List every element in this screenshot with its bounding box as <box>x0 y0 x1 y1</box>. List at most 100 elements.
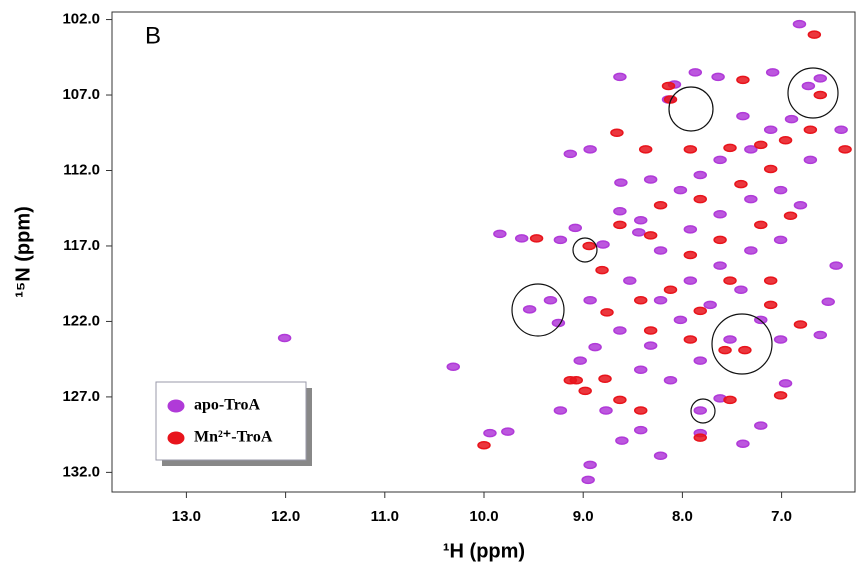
peak <box>553 406 568 415</box>
peak <box>703 300 717 310</box>
peaks <box>277 19 852 485</box>
peak <box>573 356 587 365</box>
peak <box>723 335 737 344</box>
peak <box>801 81 816 91</box>
peak <box>693 356 708 365</box>
peak <box>754 220 768 230</box>
peak <box>568 223 583 233</box>
peak <box>588 342 602 352</box>
peak <box>829 261 843 270</box>
peak <box>522 305 537 314</box>
peak <box>834 125 848 134</box>
peak <box>643 341 658 350</box>
peak <box>633 406 648 415</box>
peak <box>493 229 507 239</box>
peak <box>773 335 788 344</box>
peak <box>596 240 610 249</box>
circle <box>668 86 714 132</box>
peak <box>632 228 646 237</box>
peak <box>563 376 578 385</box>
peak <box>765 68 780 77</box>
peak <box>683 225 698 234</box>
peak <box>653 200 668 210</box>
peak <box>738 345 752 355</box>
peak <box>838 145 852 154</box>
peak <box>583 460 597 470</box>
peak <box>713 235 727 245</box>
peak <box>277 333 292 343</box>
peak <box>583 145 597 154</box>
peak <box>744 246 758 255</box>
y-tick-label: 112.0 <box>63 161 100 178</box>
peak <box>793 320 808 329</box>
peak <box>614 178 628 187</box>
peak <box>736 75 750 85</box>
peak <box>803 125 818 134</box>
peak <box>581 475 595 485</box>
peak <box>501 427 515 436</box>
peak <box>792 19 807 29</box>
peak <box>744 194 758 204</box>
peak <box>713 155 727 165</box>
peak <box>543 296 558 305</box>
circle <box>711 313 773 375</box>
peak <box>711 72 725 82</box>
peak <box>778 379 793 388</box>
y-axis-title: ¹⁵N (ppm) <box>12 206 34 298</box>
y-tick-label: 102.0 <box>62 11 100 28</box>
x-tick-label: 10.0 <box>469 508 498 525</box>
x-axis-title: ¹H (ppm) <box>443 540 525 562</box>
peak <box>553 235 568 245</box>
peak <box>599 406 613 415</box>
peak <box>673 185 688 195</box>
peak <box>723 395 737 405</box>
annotation-circles <box>511 67 839 424</box>
peak <box>754 140 768 150</box>
peak <box>514 234 529 243</box>
x-tick-label: 8.0 <box>672 508 693 525</box>
peak <box>633 425 648 435</box>
peak <box>713 210 727 219</box>
peak <box>643 326 658 335</box>
peak <box>582 241 596 251</box>
peak <box>600 308 614 317</box>
peak <box>773 235 788 245</box>
peak <box>653 246 668 255</box>
peak <box>638 145 653 154</box>
y-tick-label: 117.0 <box>63 237 100 254</box>
peak <box>773 391 788 400</box>
peak <box>683 335 698 344</box>
peak <box>736 111 750 121</box>
peak <box>713 261 727 270</box>
legend: apo-TroA Mn²⁺-TroA <box>155 381 312 466</box>
x-tick-label: 11.0 <box>371 508 399 525</box>
legend-swatch <box>167 431 185 445</box>
legend-label: Mn²⁺-TroA <box>194 429 273 446</box>
peak <box>661 81 676 91</box>
peak <box>793 200 808 210</box>
circle <box>511 283 565 337</box>
peak <box>683 276 698 285</box>
peak <box>723 143 737 153</box>
peak <box>529 234 544 243</box>
peak <box>773 185 788 195</box>
peak <box>598 374 612 384</box>
peak <box>446 362 460 371</box>
circle <box>787 67 839 119</box>
peak <box>723 276 737 285</box>
circle <box>690 398 716 424</box>
peak <box>683 250 698 260</box>
peak <box>693 433 708 442</box>
x-tick-label: 12.0 <box>271 508 300 525</box>
peak <box>783 211 798 221</box>
peak <box>610 128 624 138</box>
peak <box>613 326 627 335</box>
peak <box>784 114 799 124</box>
peak <box>613 72 627 82</box>
peak <box>821 297 835 307</box>
peak <box>807 30 822 39</box>
peak <box>688 68 703 77</box>
peak <box>633 365 648 374</box>
y-tick-label: 132.0 <box>62 463 100 480</box>
